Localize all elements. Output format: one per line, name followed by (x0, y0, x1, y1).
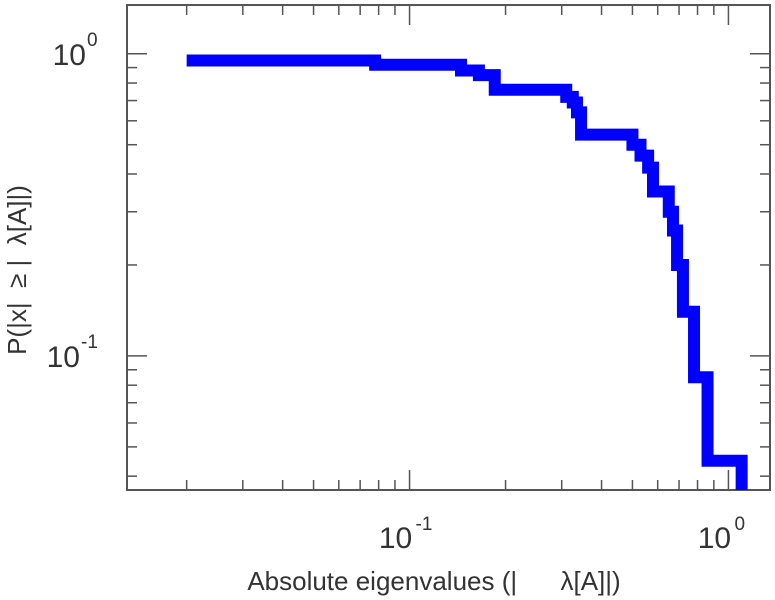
major-ticks (127, 5, 770, 490)
y-tick-label-base: 10 (47, 341, 80, 374)
y-tick-label-exponent: 0 (87, 30, 98, 51)
plot-frame (126, 4, 771, 491)
x-tick-label-base: 10 (698, 522, 731, 555)
x-axis-label: Absolute eigenvalues (| λ[A]|) (247, 566, 620, 596)
y-tick-label-exponent: -1 (81, 332, 98, 353)
series-layer (186, 54, 748, 490)
x-tick-label-exponent: -1 (416, 514, 433, 535)
tick-labels: 10 -1 10 010 -110 0 (47, 30, 745, 555)
y-axis-label: P(|x| ≥ | λ[A]|) (2, 185, 32, 355)
x-tick-label-exponent: 0 (734, 514, 745, 535)
series-line-0 (186, 54, 748, 490)
minor-ticks (127, 5, 770, 490)
x-tick-label-base: 10 (379, 522, 412, 555)
y-tick-label-base: 10 (53, 39, 86, 72)
